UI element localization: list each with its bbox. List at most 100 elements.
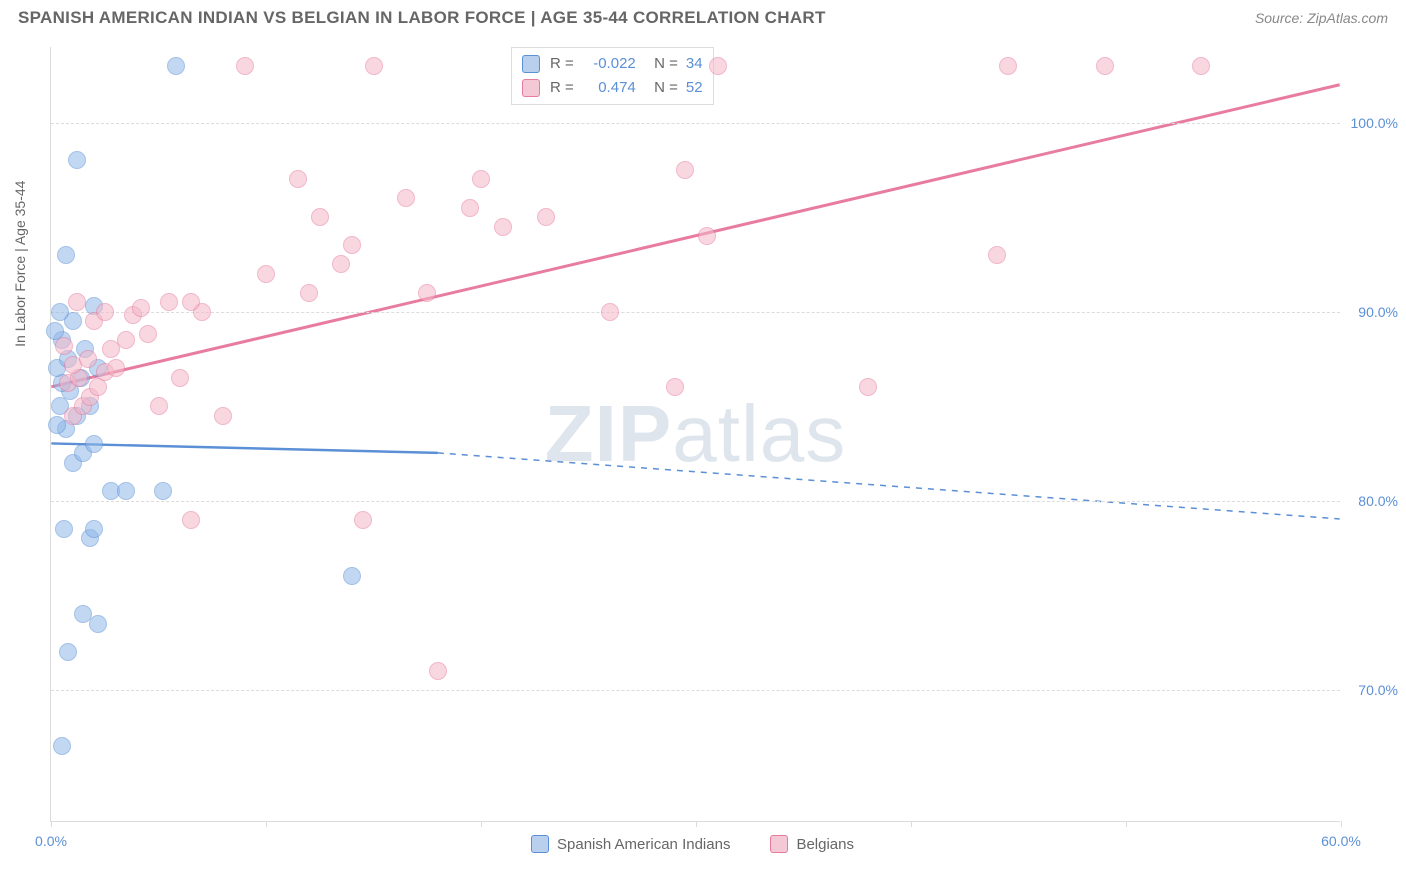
data-point [214, 407, 232, 425]
data-point [53, 737, 71, 755]
data-point [182, 511, 200, 529]
data-point [68, 151, 86, 169]
data-point [461, 199, 479, 217]
legend-label: Belgians [796, 836, 854, 853]
data-point [236, 57, 254, 75]
swatch-blue [531, 835, 549, 853]
swatch-blue [522, 55, 540, 73]
watermark: ZIPatlas [545, 388, 846, 480]
data-point [429, 662, 447, 680]
x-tick [696, 821, 697, 827]
data-point [132, 299, 150, 317]
series-legend: Spanish American Indians Belgians [531, 835, 854, 853]
data-point [154, 482, 172, 500]
x-tick [51, 821, 52, 827]
data-point [167, 57, 185, 75]
data-point [698, 227, 716, 245]
data-point [397, 189, 415, 207]
data-point [55, 337, 73, 355]
data-point [494, 218, 512, 236]
data-point [117, 482, 135, 500]
data-point [1096, 57, 1114, 75]
legend-item: Belgians [770, 835, 854, 853]
r-value-pink: 0.474 [580, 76, 636, 100]
data-point [332, 255, 350, 273]
x-tick [266, 821, 267, 827]
n-label: N = [646, 52, 678, 76]
data-point [160, 293, 178, 311]
y-tick-label: 80.0% [1358, 493, 1398, 509]
swatch-pink [522, 79, 540, 97]
data-point [257, 265, 275, 283]
data-point [85, 435, 103, 453]
legend-label: Spanish American Indians [557, 836, 730, 853]
watermark-bold: ZIP [545, 389, 672, 478]
data-point [365, 57, 383, 75]
data-point [59, 643, 77, 661]
data-point [171, 369, 189, 387]
data-point [472, 170, 490, 188]
x-tick-label: 0.0% [35, 833, 67, 849]
y-axis-label: In Labor Force | Age 35-44 [12, 181, 28, 347]
chart-title: SPANISH AMERICAN INDIAN VS BELGIAN IN LA… [18, 8, 826, 28]
n-value-blue: 34 [686, 52, 703, 76]
gridline [51, 690, 1340, 691]
data-point [343, 567, 361, 585]
data-point [55, 520, 73, 538]
data-point [89, 615, 107, 633]
gridline [51, 123, 1340, 124]
gridline [51, 501, 1340, 502]
trend-line [51, 85, 1339, 387]
trend-line-extrapolated [438, 453, 1340, 519]
data-point [57, 246, 75, 264]
data-point [79, 350, 97, 368]
r-label: R = [550, 52, 574, 76]
n-label: N = [646, 76, 678, 100]
gridline [51, 312, 1340, 313]
data-point [343, 236, 361, 254]
data-point [289, 170, 307, 188]
r-label: R = [550, 76, 574, 100]
data-point [1192, 57, 1210, 75]
swatch-pink [770, 835, 788, 853]
x-tick [481, 821, 482, 827]
trend-lines [51, 47, 1340, 821]
data-point [709, 57, 727, 75]
data-point [51, 303, 69, 321]
source-label: Source: ZipAtlas.com [1255, 10, 1388, 26]
data-point [676, 161, 694, 179]
x-tick [911, 821, 912, 827]
data-point [311, 208, 329, 226]
plot-area: ZIPatlas R = -0.022 N = 34 R = 0.474 N =… [50, 47, 1340, 822]
x-tick-label: 60.0% [1321, 833, 1361, 849]
data-point [150, 397, 168, 415]
data-point [68, 293, 86, 311]
legend-item: Spanish American Indians [531, 835, 730, 853]
legend-row: R = -0.022 N = 34 [522, 52, 703, 76]
legend-row: R = 0.474 N = 52 [522, 76, 703, 100]
data-point [74, 605, 92, 623]
data-point [139, 325, 157, 343]
data-point [107, 359, 125, 377]
correlation-legend: R = -0.022 N = 34 R = 0.474 N = 52 [511, 47, 714, 105]
data-point [418, 284, 436, 302]
data-point [300, 284, 318, 302]
data-point [601, 303, 619, 321]
data-point [96, 303, 114, 321]
data-point [859, 378, 877, 396]
data-point [988, 246, 1006, 264]
data-point [666, 378, 684, 396]
r-value-blue: -0.022 [580, 52, 636, 76]
data-point [182, 293, 200, 311]
n-value-pink: 52 [686, 76, 703, 100]
y-tick-label: 100.0% [1351, 115, 1398, 131]
data-point [354, 511, 372, 529]
data-point [85, 520, 103, 538]
y-tick-label: 70.0% [1358, 682, 1398, 698]
data-point [999, 57, 1017, 75]
trend-line [51, 443, 438, 452]
watermark-light: atlas [672, 389, 846, 478]
data-point [117, 331, 135, 349]
y-tick-label: 90.0% [1358, 304, 1398, 320]
data-point [537, 208, 555, 226]
